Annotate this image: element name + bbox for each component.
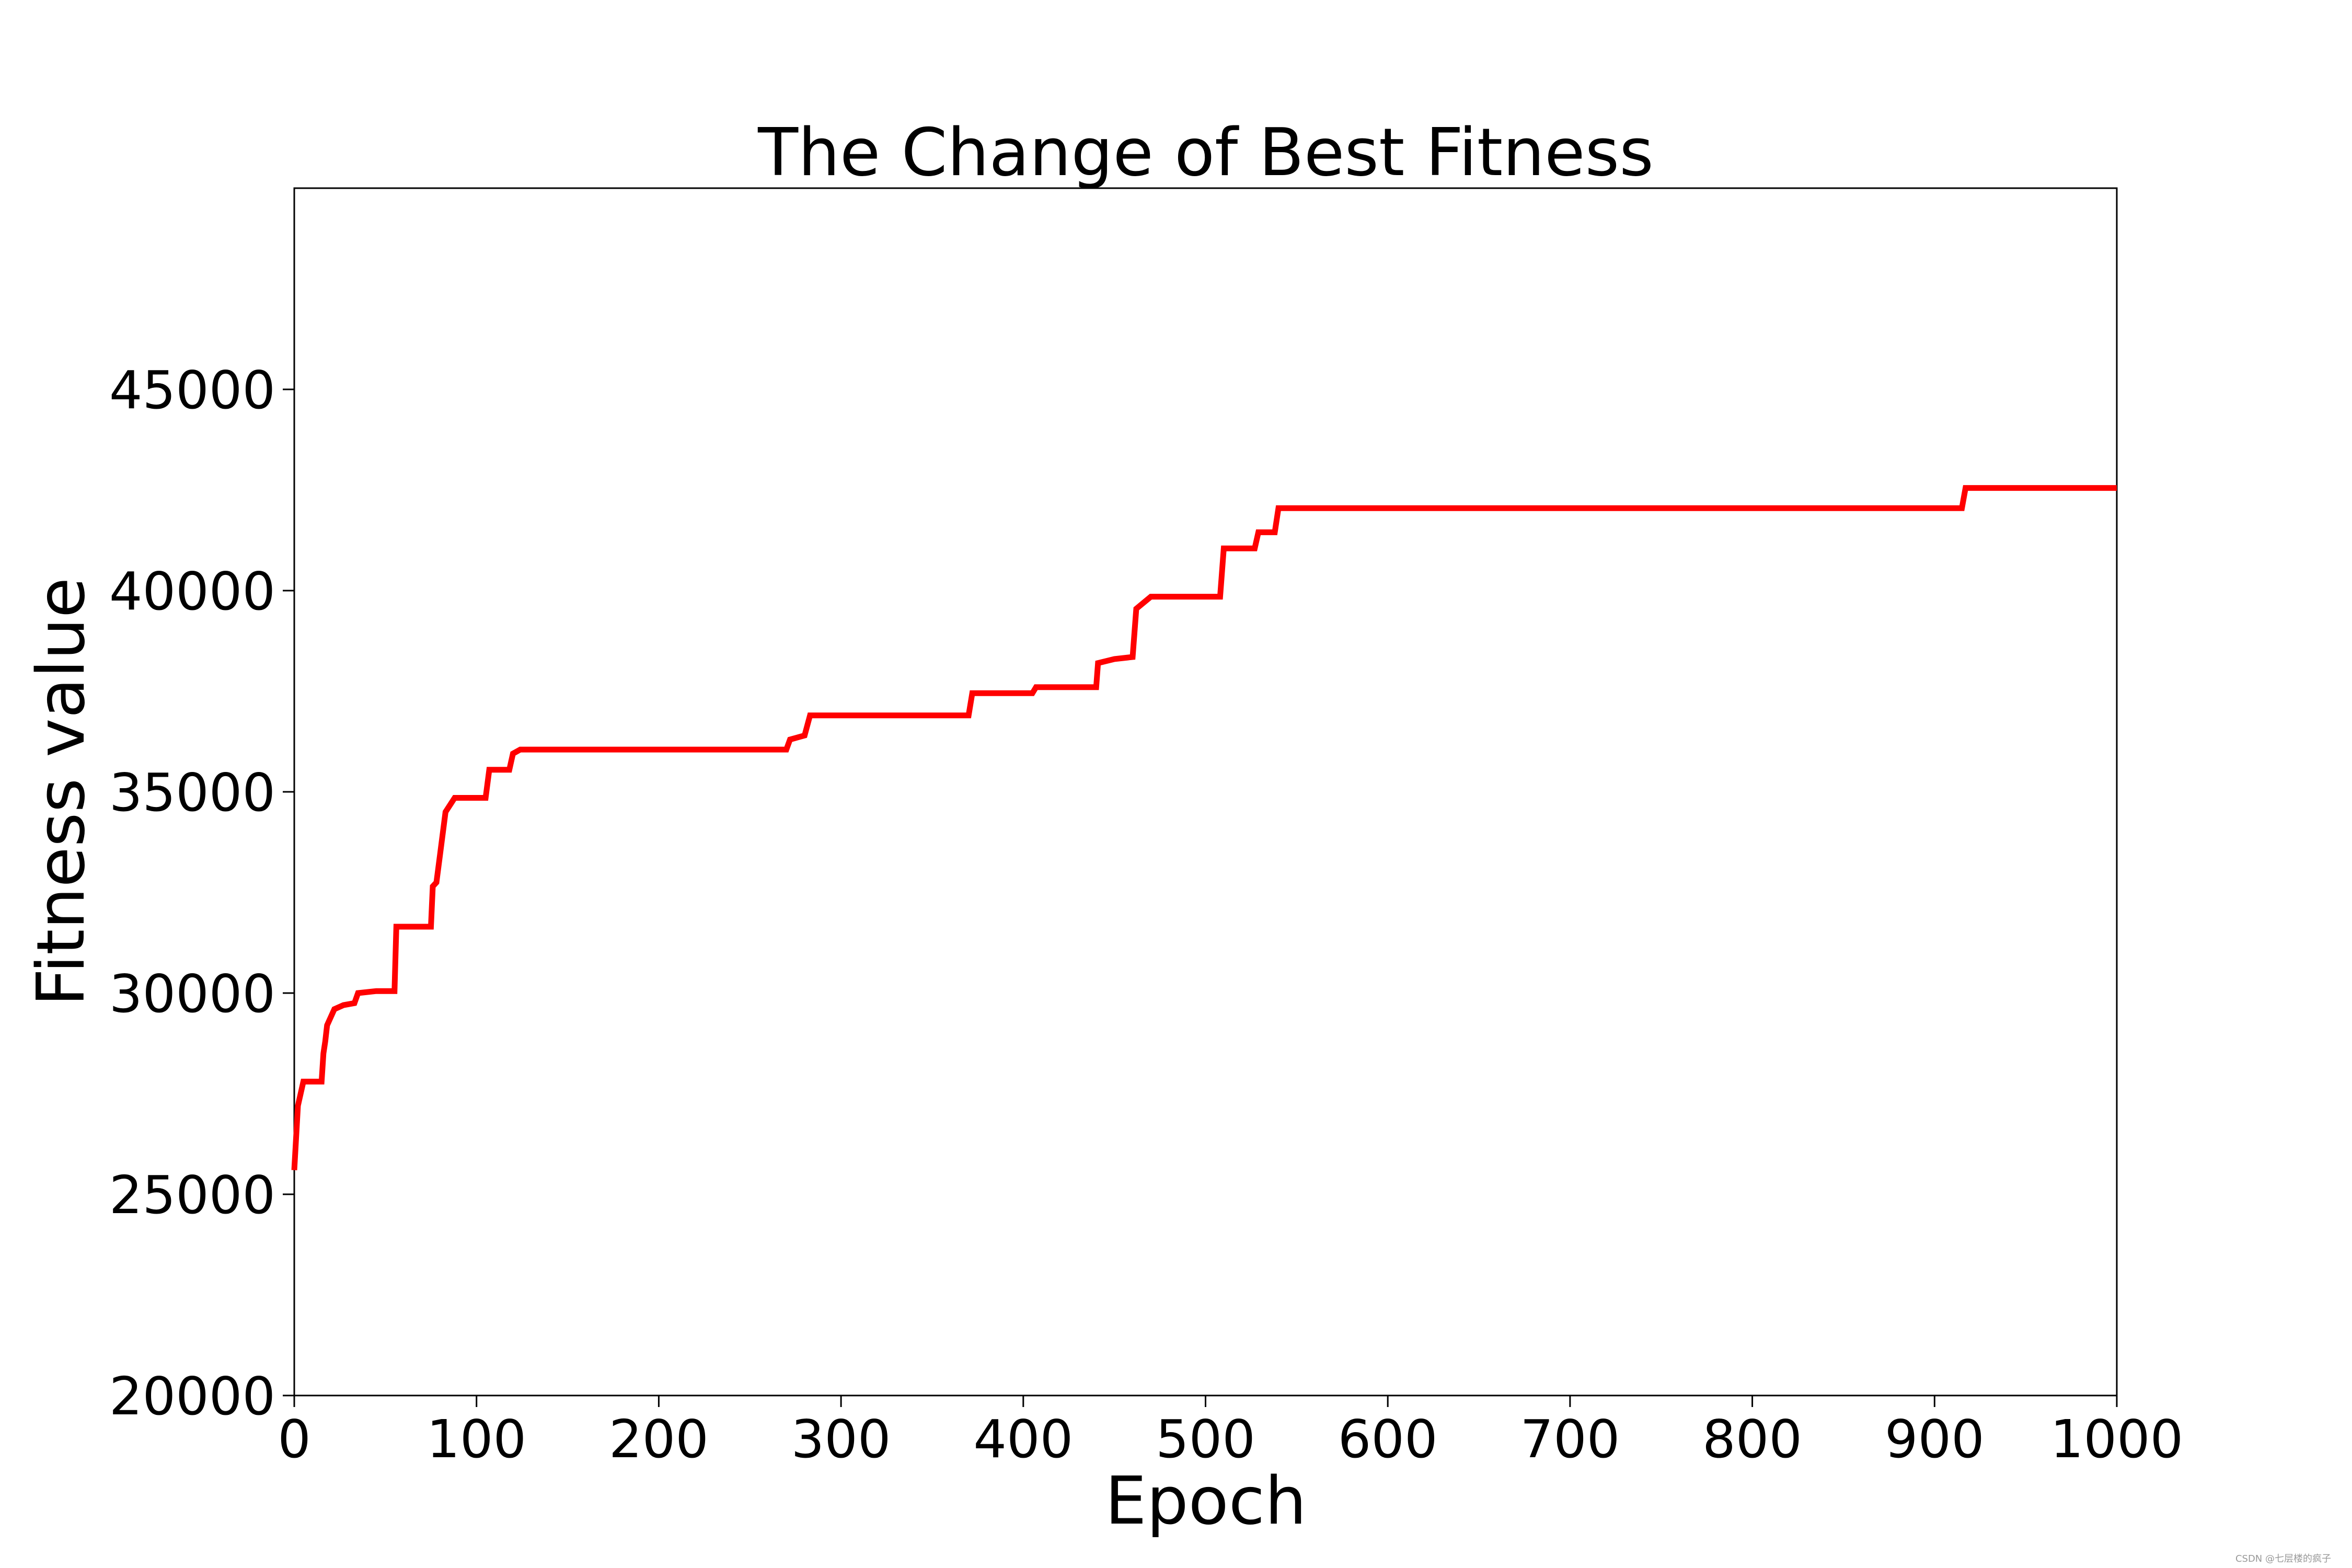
- x-tick-label: 800: [1702, 1409, 1802, 1470]
- x-tick-label: 900: [1885, 1409, 1985, 1470]
- y-tick-label: 25000: [109, 1165, 275, 1226]
- y-tick-label: 30000: [109, 963, 275, 1024]
- y-tick-label: 35000: [109, 762, 275, 823]
- y-tick-label: 45000: [109, 360, 275, 421]
- x-tick-label: 200: [609, 1409, 709, 1470]
- x-tick-label: 500: [1156, 1409, 1255, 1470]
- series-line-0: [291, 485, 2117, 1171]
- x-tick-label: 100: [426, 1409, 526, 1470]
- x-tick-label: 300: [791, 1409, 891, 1470]
- x-tick-label: 400: [973, 1409, 1073, 1470]
- y-axis-title: Fitness value: [22, 578, 99, 1007]
- x-axis: 0 100 200 300 400 500 600 700 800 900 1000: [278, 1396, 2183, 1470]
- x-tick-label: 1000: [2050, 1409, 2184, 1470]
- x-axis-title: Epoch: [1105, 1462, 1307, 1539]
- x-tick-label: 700: [1520, 1409, 1620, 1470]
- x-tick-label: 600: [1338, 1409, 1438, 1470]
- watermark-text: CSDN @七层楼的疯子: [2235, 1553, 2331, 1564]
- y-tick-label: 20000: [109, 1366, 275, 1427]
- y-tick-label: 40000: [109, 561, 275, 622]
- y-axis: 20000 25000 30000 35000 40000 45000: [109, 360, 294, 1427]
- x-tick-label: 0: [278, 1409, 311, 1470]
- series-layer: [291, 485, 2117, 1171]
- chart-title: The Change of Best Fitness: [757, 114, 1654, 191]
